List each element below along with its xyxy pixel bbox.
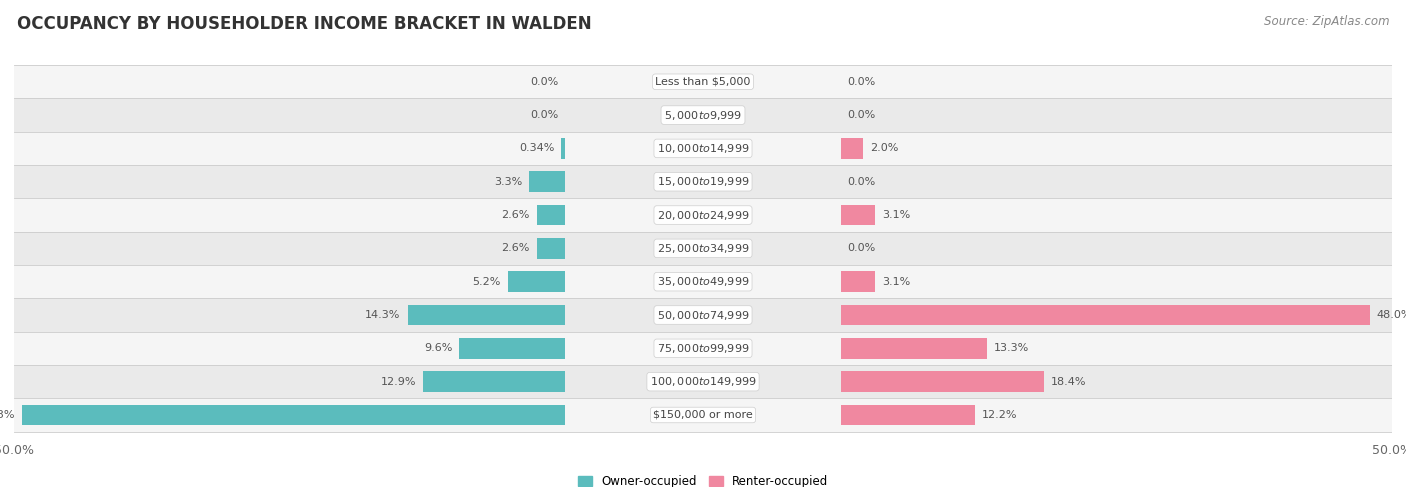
Bar [14, 198, 1392, 232]
Text: $20,000 to $24,999: $20,000 to $24,999 [657, 208, 749, 222]
Bar [841, 405, 976, 425]
Text: 12.2%: 12.2% [983, 410, 1018, 420]
Bar [14, 398, 1392, 431]
Text: $150,000 or more: $150,000 or more [654, 410, 752, 420]
Text: 0.0%: 0.0% [848, 110, 876, 120]
Text: 9.6%: 9.6% [425, 343, 453, 354]
Text: 0.0%: 0.0% [848, 177, 876, 187]
Text: 18.4%: 18.4% [1050, 376, 1085, 387]
Text: $25,000 to $34,999: $25,000 to $34,999 [657, 242, 749, 255]
Bar [423, 371, 565, 392]
Text: Less than $5,000: Less than $5,000 [655, 77, 751, 87]
Text: 2.6%: 2.6% [502, 244, 530, 253]
Text: $50,000 to $74,999: $50,000 to $74,999 [657, 308, 749, 321]
Text: 13.3%: 13.3% [994, 343, 1029, 354]
Text: $100,000 to $149,999: $100,000 to $149,999 [650, 375, 756, 388]
Text: 2.0%: 2.0% [870, 143, 898, 153]
Bar [460, 338, 565, 358]
Text: 0.0%: 0.0% [530, 110, 558, 120]
Text: 3.3%: 3.3% [494, 177, 522, 187]
Bar [841, 205, 875, 225]
Text: Source: ZipAtlas.com: Source: ZipAtlas.com [1264, 15, 1389, 28]
Bar [14, 132, 1392, 165]
Bar [14, 265, 1392, 299]
Bar [14, 365, 1392, 398]
Text: $10,000 to $14,999: $10,000 to $14,999 [657, 142, 749, 155]
Text: OCCUPANCY BY HOUSEHOLDER INCOME BRACKET IN WALDEN: OCCUPANCY BY HOUSEHOLDER INCOME BRACKET … [17, 15, 592, 33]
Bar [14, 98, 1392, 132]
Bar [14, 232, 1392, 265]
Bar [408, 305, 565, 325]
Text: 0.0%: 0.0% [848, 77, 876, 87]
Text: 3.1%: 3.1% [882, 210, 910, 220]
Text: 0.0%: 0.0% [530, 77, 558, 87]
Text: $15,000 to $19,999: $15,000 to $19,999 [657, 175, 749, 188]
Bar [841, 371, 1043, 392]
Bar [14, 299, 1392, 332]
Bar [14, 332, 1392, 365]
Text: 12.9%: 12.9% [381, 376, 416, 387]
Text: 0.34%: 0.34% [519, 143, 554, 153]
Bar [21, 405, 565, 425]
Bar [508, 271, 565, 292]
Bar [537, 238, 565, 259]
Text: 3.1%: 3.1% [882, 277, 910, 287]
Text: $5,000 to $9,999: $5,000 to $9,999 [664, 109, 742, 122]
Text: 48.0%: 48.0% [1376, 310, 1406, 320]
Bar [14, 165, 1392, 198]
Bar [841, 138, 863, 159]
Bar [529, 171, 565, 192]
Text: 14.3%: 14.3% [366, 310, 401, 320]
Text: $75,000 to $99,999: $75,000 to $99,999 [657, 342, 749, 355]
Text: 2.6%: 2.6% [502, 210, 530, 220]
Text: 5.2%: 5.2% [472, 277, 501, 287]
Text: 0.0%: 0.0% [848, 244, 876, 253]
Bar [841, 338, 987, 358]
Bar [537, 205, 565, 225]
Bar [841, 305, 1369, 325]
Text: 49.3%: 49.3% [0, 410, 15, 420]
Text: $35,000 to $49,999: $35,000 to $49,999 [657, 275, 749, 288]
Legend: Owner-occupied, Renter-occupied: Owner-occupied, Renter-occupied [572, 471, 834, 487]
Bar [561, 138, 565, 159]
Bar [841, 271, 875, 292]
Bar [14, 65, 1392, 98]
